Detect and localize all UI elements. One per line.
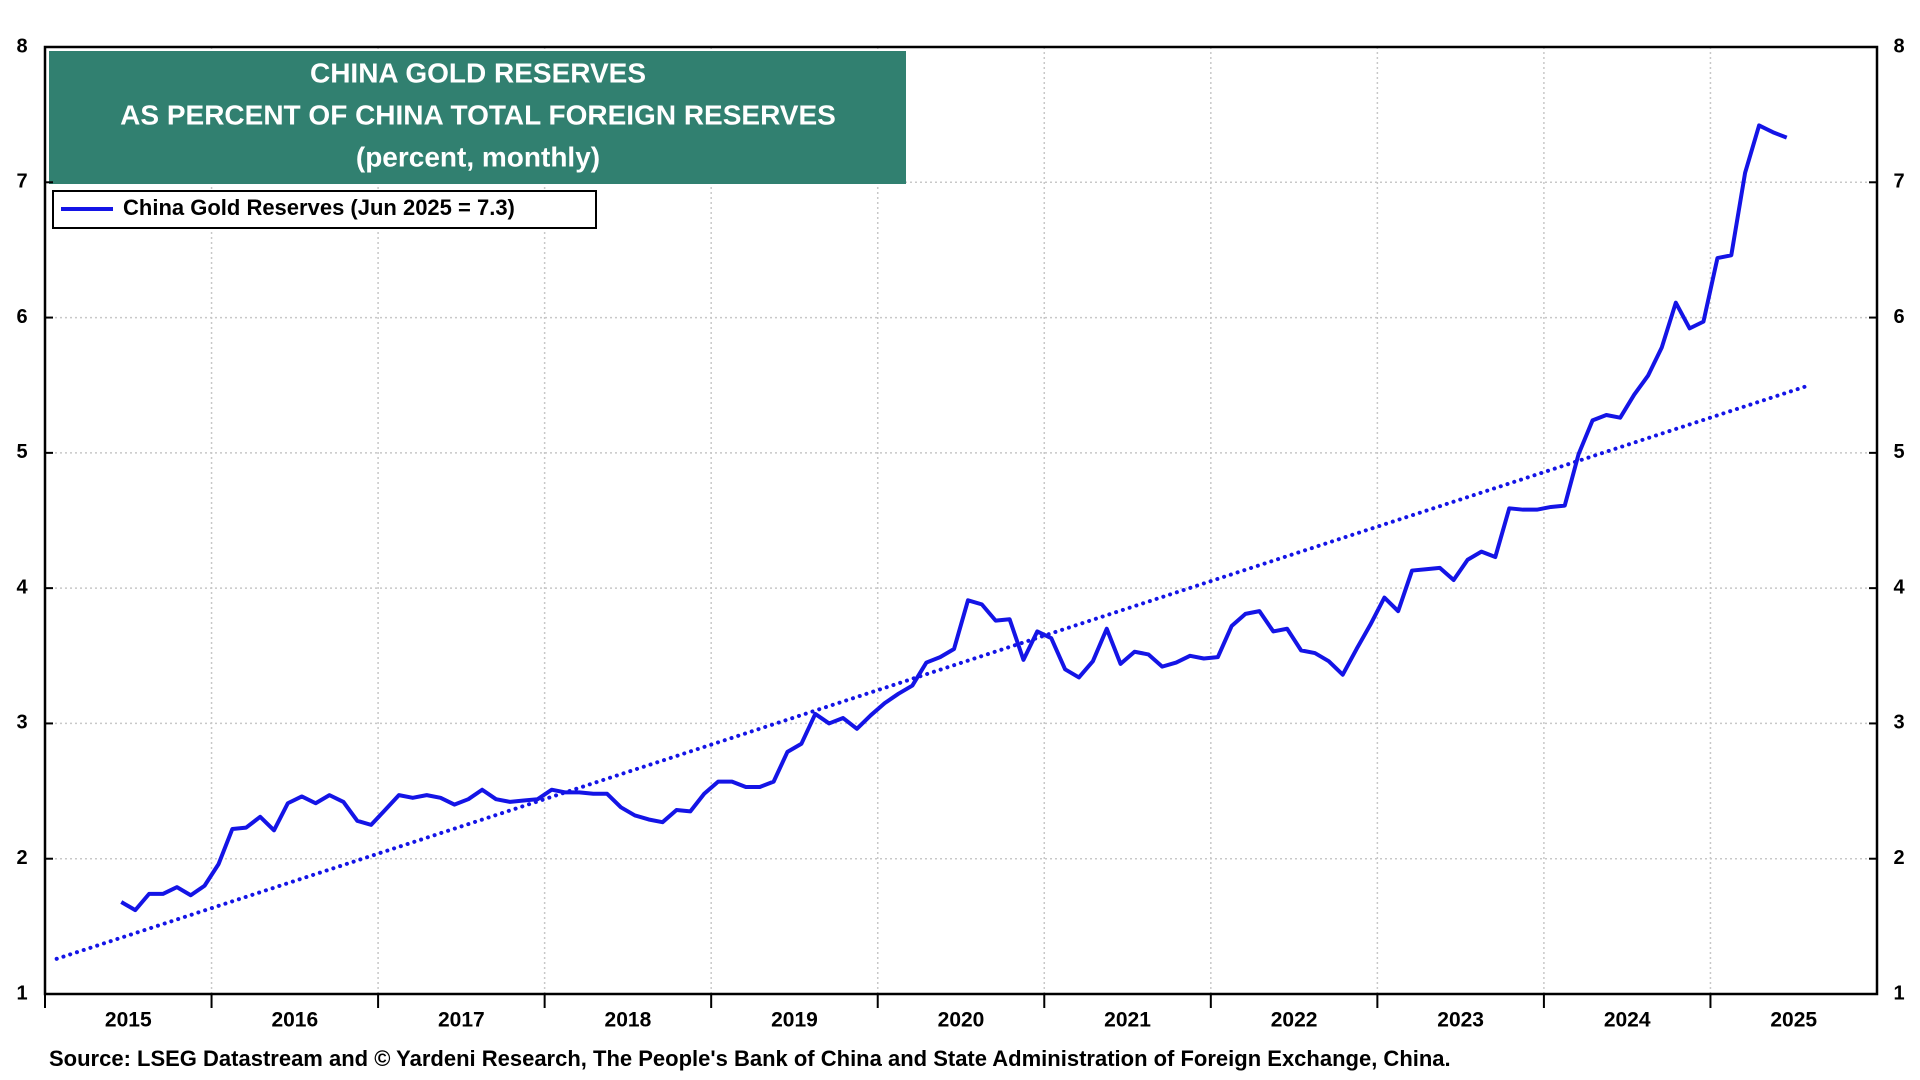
y-tick-label: 6	[16, 306, 27, 328]
x-tick-label: 2018	[605, 1009, 652, 1032]
chart-subtitle: (percent, monthly)	[356, 141, 600, 172]
y2-tick-label: 4	[1893, 576, 1905, 598]
y-tick-label: 4	[16, 576, 28, 598]
y2-tick-label: 8	[1893, 35, 1904, 57]
y-tick-label: 8	[16, 35, 27, 57]
data-line	[120, 123, 1788, 913]
source-note: Source: LSEG Datastream and © Yardeni Re…	[49, 1046, 1451, 1071]
trend-line	[54, 384, 1808, 961]
y2-tick-label: 5	[1893, 441, 1904, 463]
chart-title: AS PERCENT OF CHINA TOTAL FOREIGN RESERV…	[120, 99, 836, 130]
x-tick-label: 2017	[438, 1009, 485, 1032]
legend-label: China Gold Reserves (Jun 2025 = 7.3)	[123, 195, 515, 220]
data	[54, 123, 1808, 961]
x-tick-label: 2015	[105, 1009, 152, 1032]
y2-tick-label: 7	[1893, 171, 1904, 193]
y2-tick-label: 2	[1893, 847, 1904, 869]
x-tick-label: 2022	[1271, 1009, 1318, 1032]
y-tick-label: 7	[16, 171, 27, 193]
y-tick-label: 3	[16, 712, 27, 734]
y-tick-label: 1	[16, 982, 27, 1004]
y2-tick-label: 3	[1893, 712, 1904, 734]
x-tick-label: 2025	[1770, 1009, 1817, 1032]
x-tick-label: 2016	[271, 1009, 318, 1032]
x-tick-label: 2020	[938, 1009, 985, 1032]
y2-tick-label: 1	[1893, 982, 1904, 1004]
x-tick-label: 2024	[1604, 1009, 1651, 1032]
plot-frame	[43, 45, 1879, 996]
y-tick-label: 2	[16, 847, 27, 869]
chart-title: CHINA GOLD RESERVES	[310, 57, 646, 88]
x-tick-label: 2021	[1104, 1009, 1151, 1032]
legend-box	[52, 190, 597, 229]
y2-tick-label: 6	[1893, 306, 1904, 328]
x-tick-label: 2019	[771, 1009, 818, 1032]
title-box	[49, 51, 906, 184]
y-tick-label: 5	[16, 441, 27, 463]
x-tick-label: 2023	[1437, 1009, 1484, 1032]
